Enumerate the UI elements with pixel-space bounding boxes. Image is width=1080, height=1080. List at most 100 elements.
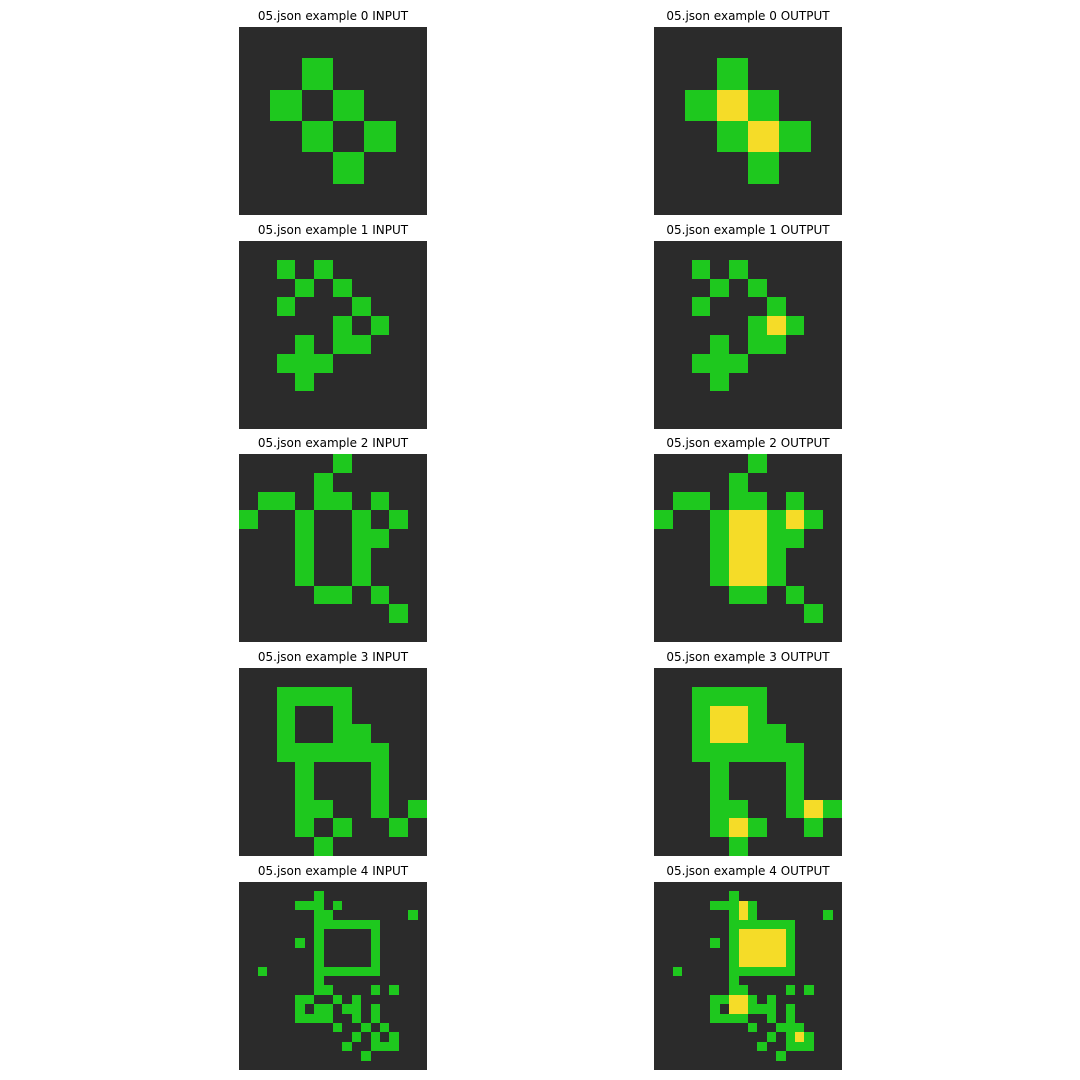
grid-cell-empty: [766, 761, 786, 781]
grid-cell-empty: [389, 297, 409, 317]
grid-cell-empty: [257, 623, 277, 642]
grid-cell-empty: [267, 1013, 277, 1023]
grid-cell-green: [785, 491, 805, 511]
grid-cell-empty: [654, 623, 673, 642]
grid-cell-empty: [729, 604, 748, 624]
grid-cell-empty: [361, 891, 371, 901]
grid-cell-empty: [804, 761, 824, 781]
grid-cell-empty: [248, 975, 258, 986]
grid-cell-empty: [361, 910, 371, 920]
grid-cell-yellow: [729, 566, 748, 586]
grid-cell-green: [351, 547, 371, 567]
grid-cell-yellow: [729, 510, 748, 530]
grid-cell-empty: [295, 882, 305, 892]
grid-cell-empty: [285, 966, 296, 976]
grid-cell-green: [747, 705, 767, 725]
grid-cell-empty: [710, 957, 720, 967]
grid-cell-empty: [719, 1051, 730, 1061]
grid-cell-empty: [361, 957, 371, 967]
grid-cell-empty: [672, 985, 683, 995]
grid-cell-green: [804, 1032, 814, 1042]
grid-cell-empty: [333, 183, 365, 215]
grid-cell-empty: [276, 780, 296, 800]
grid-cell-empty: [389, 454, 409, 473]
grid-cell-empty: [239, 89, 271, 121]
grid-cell-empty: [719, 1041, 730, 1052]
grid-cell-empty: [747, 1032, 758, 1042]
grid-cell-empty: [654, 966, 664, 976]
grid-cell-yellow: [776, 957, 786, 967]
grid-cell-empty: [417, 1032, 427, 1042]
grid-cell-empty: [682, 1060, 692, 1070]
grid-cell-empty: [804, 891, 814, 901]
grid-cell-empty: [332, 410, 352, 429]
grid-cell-empty: [398, 957, 409, 967]
grid-cell-empty: [295, 957, 305, 967]
grid-cell-empty: [398, 1032, 409, 1042]
grid-cell-green: [351, 297, 371, 317]
grid-cell-empty: [248, 1032, 258, 1042]
grid-cell-empty: [654, 1051, 664, 1061]
grid-cell-green: [370, 928, 380, 939]
grid-cell-empty: [417, 1004, 427, 1014]
grid-cell-green: [304, 900, 315, 911]
grid-cell-empty: [270, 183, 302, 215]
grid-cell-empty: [332, 1051, 343, 1061]
grid-cell-empty: [779, 27, 811, 59]
grid-cell-empty: [710, 966, 720, 976]
grid-cell-empty: [408, 472, 427, 492]
grid-cell-empty: [361, 928, 371, 939]
grid-cell-green: [785, 928, 795, 939]
grid-cell-empty: [682, 957, 692, 967]
grid-cell-green: [295, 353, 315, 373]
grid-cell-empty: [267, 975, 277, 986]
grid-cell-empty: [729, 882, 739, 892]
grid-cell-empty: [804, 1004, 814, 1014]
grid-cell-empty: [710, 1060, 720, 1070]
grid-cell-empty: [285, 900, 296, 911]
grid-cell-empty: [379, 975, 390, 986]
grid-cell-green: [295, 278, 315, 298]
grid-cell-empty: [663, 910, 673, 920]
grid-cell-empty: [323, 947, 333, 958]
grid-cell-empty: [389, 353, 409, 373]
grid-cell-empty: [700, 919, 711, 929]
grid-cell-empty: [304, 882, 315, 892]
grid-cell-green: [332, 994, 343, 1005]
grid-cell-green: [314, 1004, 324, 1014]
grid-cell-empty: [813, 1004, 824, 1014]
grid-cell-empty: [682, 1004, 692, 1014]
grid-cell-empty: [276, 1060, 286, 1070]
grid-cell-empty: [691, 623, 711, 642]
grid-cell-green: [276, 297, 296, 317]
grid-cell-empty: [813, 891, 824, 901]
grid-cell-empty: [257, 1041, 268, 1052]
grid-cell-empty: [710, 1022, 720, 1033]
grid-cell-empty: [654, 837, 673, 856]
grid-cell-empty: [672, 705, 692, 725]
grid-cell-empty: [332, 391, 352, 411]
grid-cell-empty: [370, 566, 390, 586]
grid-cell-empty: [747, 604, 767, 624]
grid-cell-empty: [747, 353, 767, 373]
grid-cell-empty: [738, 1051, 748, 1061]
grid-cell-empty: [804, 780, 824, 800]
grid-cell-empty: [351, 353, 371, 373]
grid-cell-empty: [832, 975, 842, 986]
grid-cell-yellow: [747, 547, 767, 567]
grid-cell-green: [785, 947, 795, 958]
grid-cell-empty: [239, 919, 249, 929]
grid-cell-empty: [779, 58, 811, 90]
grid-cell-empty: [823, 472, 842, 492]
grid-cell-empty: [314, 604, 333, 624]
grid-cell-green: [785, 780, 805, 800]
grid-cell-empty: [757, 1051, 767, 1061]
grid-cell-empty: [719, 985, 730, 995]
grid-cell-empty: [832, 1022, 842, 1033]
grid-cell-empty: [398, 1013, 409, 1023]
grid-cell-green: [747, 454, 767, 473]
grid-cell-empty: [389, 372, 409, 392]
grid-cell-empty: [295, 623, 315, 642]
grid-cell-empty: [239, 604, 258, 624]
grid-cell-empty: [370, 454, 390, 473]
